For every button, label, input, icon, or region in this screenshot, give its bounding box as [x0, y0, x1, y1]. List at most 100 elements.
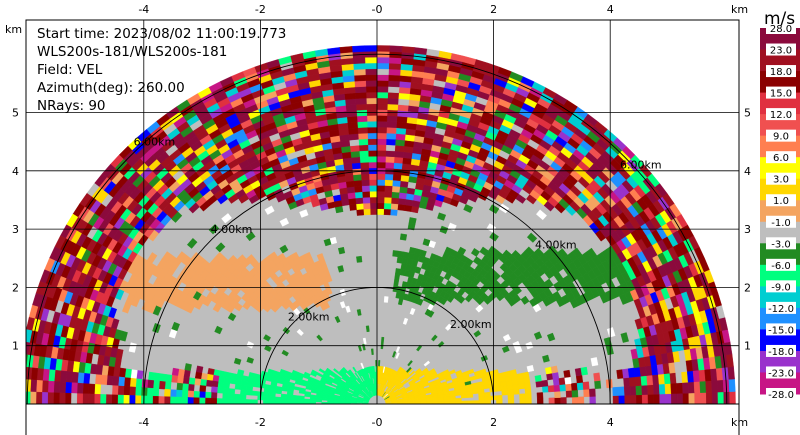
velocity-gate	[682, 382, 689, 394]
velocity-gate	[164, 381, 172, 390]
velocity-gate	[316, 334, 323, 342]
velocity-gate	[26, 354, 28, 368]
velocity-gate	[354, 86, 367, 94]
velocity-gate	[376, 103, 388, 110]
range-ring-label: 6.00km	[620, 159, 662, 172]
velocity-gate	[70, 382, 78, 394]
velocity-gate	[363, 208, 371, 216]
velocity-gate	[663, 373, 671, 385]
velocity-gate	[355, 203, 364, 210]
velocity-gate	[364, 45, 378, 52]
velocity-gate	[195, 365, 204, 374]
velocity-gate	[551, 371, 560, 380]
velocity-gate	[176, 375, 184, 384]
velocity-gate	[152, 380, 160, 389]
axis-unit-label: km	[731, 416, 748, 429]
velocity-gate	[496, 395, 503, 401]
velocity-gate	[129, 386, 136, 396]
velocity-gate	[565, 390, 573, 398]
velocity-gate	[279, 217, 290, 227]
velocity-gate	[671, 393, 678, 404]
velocity-gate	[397, 197, 407, 206]
x-tick-label: 2	[490, 3, 497, 16]
velocity-gate	[41, 380, 49, 393]
velocity-gate	[658, 383, 666, 395]
velocity-gate	[351, 162, 361, 170]
velocity-gate	[222, 393, 229, 400]
velocity-gate	[274, 396, 282, 401]
velocity-gate	[523, 382, 531, 389]
velocity-gate	[653, 393, 660, 404]
velocity-gate	[204, 391, 212, 399]
velocity-gate	[383, 296, 389, 303]
velocity-gate	[509, 369, 517, 376]
velocity-gate	[194, 371, 203, 380]
velocity-gate	[682, 392, 690, 404]
velocity-gate	[233, 357, 242, 365]
velocity-gate	[88, 383, 96, 395]
velocity-gate	[221, 213, 232, 224]
velocity-gate	[361, 185, 370, 192]
velocity-gate	[229, 377, 237, 385]
velocity-gate	[345, 180, 355, 188]
velocity-gate	[387, 80, 400, 88]
velocity-gate	[187, 390, 195, 398]
velocity-gate	[554, 397, 561, 404]
velocity-gate	[364, 56, 378, 64]
velocity-gate	[392, 179, 401, 187]
colorbar-label-box	[766, 366, 796, 379]
velocity-gate	[502, 333, 511, 342]
colorbar-label-box	[766, 388, 796, 400]
velocity-gate	[431, 334, 438, 342]
velocity-gate	[488, 204, 500, 214]
velocity-gate	[376, 202, 385, 210]
velocity-gate	[376, 179, 386, 186]
velocity-gate	[112, 376, 120, 387]
velocity-gate	[444, 246, 453, 255]
velocity-gate	[376, 185, 385, 192]
velocity-gate	[171, 367, 180, 377]
velocity-gate	[628, 376, 637, 387]
velocity-gate	[647, 394, 655, 404]
velocity-gate	[687, 381, 695, 394]
azimuth-label: Azimuth(deg): 260.00	[37, 80, 185, 96]
velocity-gate	[378, 360, 381, 367]
velocity-gate	[641, 384, 649, 395]
velocity-gate	[586, 247, 598, 260]
colorbar-tick-label: -15.0	[768, 325, 794, 336]
velocity-gate	[484, 399, 491, 404]
velocity-gate	[353, 185, 363, 193]
velocity-gate	[472, 400, 480, 404]
velocity-gate	[303, 398, 311, 402]
velocity-gate	[280, 397, 288, 402]
velocity-gate	[339, 301, 346, 309]
velocity-field	[26, 45, 736, 404]
velocity-gate	[594, 380, 602, 389]
colorbar-tick-label: -3.0	[771, 239, 791, 250]
velocity-gate	[554, 390, 561, 399]
velocity-gate	[391, 185, 401, 193]
velocity-gate	[390, 197, 399, 205]
velocity-gate	[479, 368, 487, 375]
velocity-gate	[376, 62, 390, 70]
velocity-gate	[367, 150, 378, 157]
velocity-gate	[524, 387, 532, 394]
velocity-gate	[134, 386, 142, 396]
velocity-gate	[630, 394, 637, 404]
range-ring-label: 2.00km	[450, 318, 492, 331]
velocity-gate	[59, 381, 67, 394]
velocity-gate	[413, 47, 428, 55]
velocity-gate	[473, 330, 482, 338]
velocity-gate	[502, 249, 512, 260]
velocity-gate	[688, 392, 695, 404]
velocity-gate	[359, 161, 369, 169]
colorbar-label-box	[766, 151, 796, 164]
velocity-gate	[100, 374, 108, 386]
axis-unit-label: km	[5, 23, 22, 36]
x-tick-label: 2	[490, 416, 497, 429]
velocity-gate	[121, 302, 132, 314]
range-rings	[26, 53, 728, 404]
velocity-gate	[134, 395, 142, 404]
velocity-gate	[181, 390, 189, 398]
velocity-gate	[393, 162, 403, 170]
